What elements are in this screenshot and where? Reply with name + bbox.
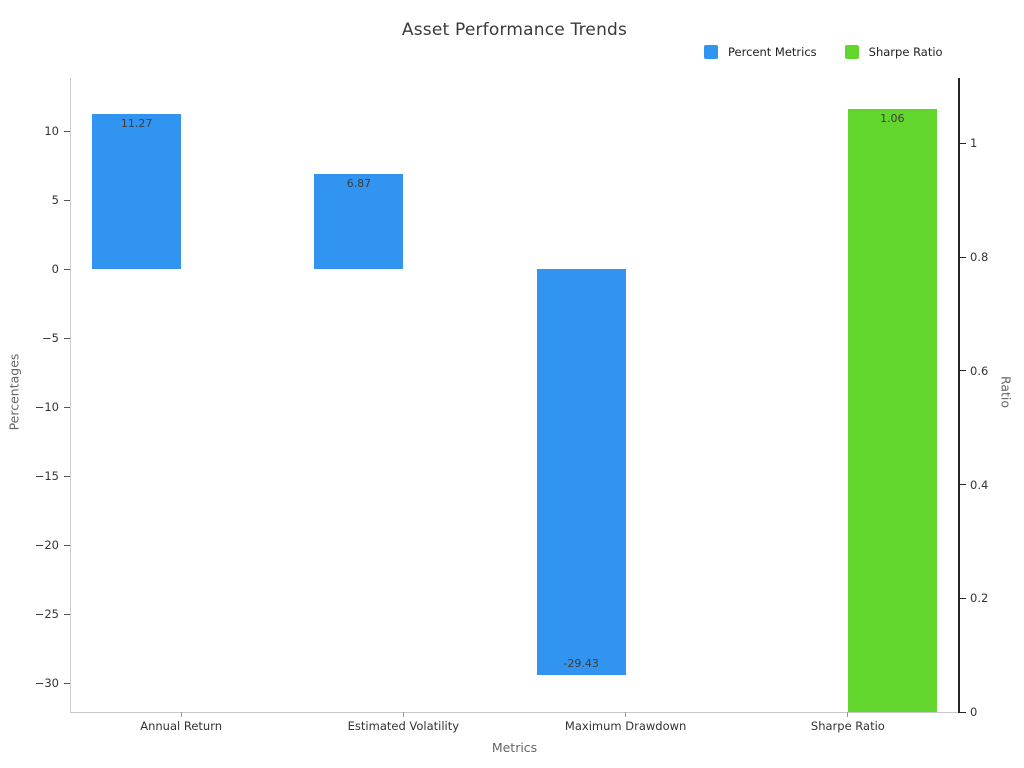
bar-estimated-volatility [314, 174, 404, 270]
right-y-tick-label: 0 [970, 705, 978, 719]
x-tick [625, 712, 627, 717]
left-y-tick [64, 682, 70, 684]
right-y-tick-label: 1 [970, 136, 978, 151]
left-y-tick [64, 337, 70, 339]
left-y-tick-label: 10 [44, 124, 59, 139]
bar-value-label: -29.43 [563, 657, 599, 671]
right-y-axis-title: Ratio [998, 375, 1014, 409]
left-y-tick [64, 130, 70, 132]
left-y-tick [64, 613, 70, 615]
legend-item-percent-metrics: Percent Metrics [704, 45, 817, 59]
legend: Percent Metrics Sharpe Ratio [704, 45, 943, 59]
left-y-tick [64, 475, 70, 477]
x-tick [402, 712, 404, 717]
right-axis-line [958, 78, 960, 713]
left-y-tick-label: 0 [51, 262, 59, 277]
right-y-tick [960, 256, 966, 258]
right-y-tick-label: 0.8 [970, 250, 989, 265]
left-y-tick-label: −25 [34, 607, 59, 622]
left-y-axis-title: Percentages [6, 353, 22, 431]
right-y-tick [960, 142, 966, 144]
right-y-tick [960, 711, 966, 713]
right-y-tick-label: 0.6 [970, 363, 989, 378]
left-y-tick-label: −30 [34, 676, 59, 691]
left-y-tick [64, 544, 70, 546]
right-y-tick [960, 370, 966, 372]
x-tick-label: Estimated Volatility [347, 719, 460, 733]
x-tick [180, 712, 182, 717]
x-axis-title: Metrics [491, 740, 538, 755]
right-y-tick-label: 0.4 [970, 477, 989, 492]
left-y-tick [64, 199, 70, 201]
bar-sharpe-ratio [847, 109, 937, 712]
right-y-tick-label: 0.2 [970, 591, 989, 606]
x-tick-label: Annual Return [140, 719, 223, 733]
left-y-tick-label: −15 [34, 469, 59, 484]
legend-swatch-green-icon [844, 45, 859, 59]
bar-maximum-drawdown [536, 269, 626, 676]
right-y-tick [960, 484, 966, 486]
bar-value-label: 6.87 [346, 177, 372, 191]
left-y-tick-label: −20 [34, 538, 59, 553]
legend-swatch-blue-icon [704, 45, 718, 59]
left-y-tick-label: −10 [34, 400, 59, 415]
bar-value-label: 1.06 [880, 112, 905, 126]
left-y-tick-label: −5 [42, 331, 59, 346]
x-tick-label: Maximum Drawdown [564, 719, 687, 733]
legend-label: Sharpe Ratio [868, 45, 943, 59]
left-y-tick-label: 5 [51, 193, 59, 208]
legend-item-sharpe-ratio: Sharpe Ratio [844, 45, 943, 59]
left-y-tick [64, 268, 70, 270]
bar-value-label: 11.27 [120, 116, 153, 130]
chart-title: Asset Performance Trends [401, 20, 628, 40]
left-axis-line [70, 78, 71, 712]
bar-annual-return [92, 113, 182, 270]
x-tick [847, 712, 849, 717]
legend-label: Percent Metrics [728, 45, 817, 59]
bottom-axis-line [70, 712, 962, 713]
left-y-tick [64, 406, 70, 408]
right-y-tick [960, 597, 966, 599]
x-tick-label: Sharpe Ratio [810, 719, 885, 733]
